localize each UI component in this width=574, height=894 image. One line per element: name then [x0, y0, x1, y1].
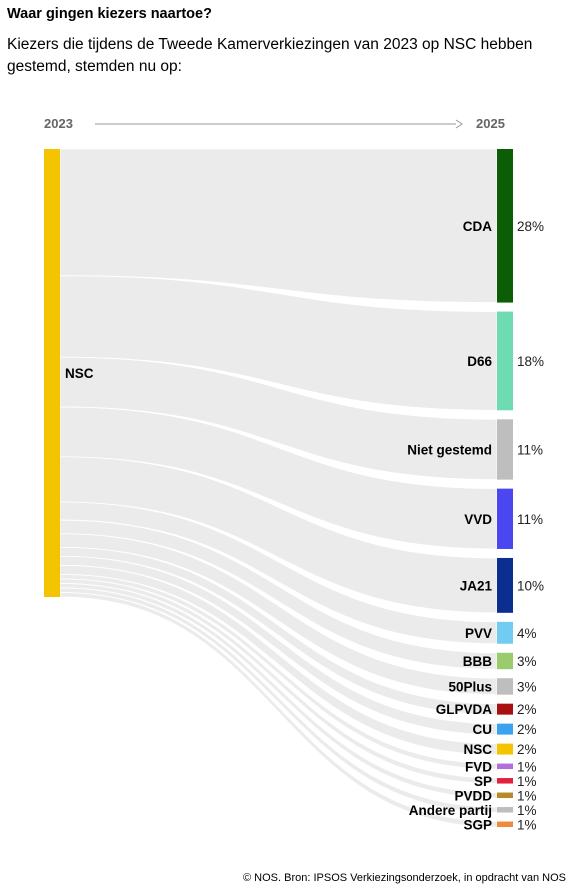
- target-node-niet-gestemd-2: [497, 419, 513, 480]
- target-value-ja21-4: 10%: [517, 578, 544, 593]
- flow-nsc-10: [59, 564, 498, 755]
- source-node-nsc: [44, 149, 60, 597]
- flow-vvd-3: [59, 406, 498, 550]
- chart-title: Waar gingen kiezers naartoe?: [7, 6, 212, 22]
- target-label-glpvda-8: GLPVDA: [436, 702, 493, 717]
- target-label-fvd-11: FVD: [465, 759, 492, 774]
- target-node-glpvda-8: [497, 703, 513, 715]
- target-node-sgp-15: [497, 821, 513, 827]
- target-label-50plus-7: 50Plus: [448, 679, 492, 694]
- target-node-cda-0: [497, 149, 513, 303]
- target-value-nsc-10: 2%: [517, 742, 537, 757]
- target-node-d66-1: [497, 311, 513, 411]
- target-value-niet-gestemd-2: 11%: [517, 442, 543, 457]
- target-label-andere-partij-14: Andere partij: [409, 803, 492, 818]
- target-node-nsc-10: [497, 743, 513, 755]
- flow-50plus-7: [59, 533, 498, 696]
- target-label-bbb-6: BBB: [463, 654, 492, 669]
- chart-subtitle: Kiezers die tijdens de Tweede Kamerverki…: [7, 36, 533, 75]
- target-label-ja21-4: JA21: [460, 578, 493, 593]
- target-value-50plus-7: 3%: [517, 679, 537, 694]
- target-value-bbb-6: 3%: [517, 654, 537, 669]
- sankey-chart: 2023 2025 CDA 28% D66 18% Niet gestemd 11% VVD…: [44, 116, 544, 832]
- target-value-cu-9: 2%: [517, 722, 537, 737]
- target-node-ja21-4: [497, 557, 513, 613]
- target-value-vvd-3: 11%: [517, 512, 543, 527]
- flow-pvv-5: [59, 501, 498, 645]
- target-node-bbb-6: [497, 652, 513, 670]
- target-value-cda-0: 28%: [517, 219, 544, 234]
- target-label-pvdd-13: PVDD: [454, 788, 492, 803]
- target-value-d66-1: 18%: [517, 354, 544, 369]
- target-label-cu-9: CU: [473, 722, 493, 737]
- target-label-niet-gestemd-2: Niet gestemd: [407, 442, 492, 457]
- target-node-50plus-7: [497, 678, 513, 695]
- target-label-vvd-3: VVD: [464, 512, 492, 527]
- target-value-pvdd-13: 1%: [517, 788, 537, 803]
- target-value-glpvda-8: 2%: [517, 702, 537, 717]
- target-label-sp-12: SP: [474, 774, 492, 789]
- target-value-sp-12: 1%: [517, 774, 537, 789]
- flow-fvd-11: [59, 573, 498, 770]
- target-node-pvdd-13: [497, 792, 513, 799]
- target-label-cda-0: CDA: [463, 219, 492, 234]
- target-value-andere-partij-14: 1%: [517, 803, 537, 818]
- target-label-d66-1: D66: [467, 354, 492, 369]
- target-value-sgp-15: 1%: [517, 817, 537, 832]
- target-label-pvv-5: PVV: [465, 626, 492, 641]
- flow-d66-1: [59, 275, 498, 411]
- target-node-cu-9: [497, 723, 513, 735]
- target-value-fvd-11: 1%: [517, 759, 537, 774]
- target-node-fvd-11: [497, 763, 513, 770]
- target-node-sp-12: [497, 778, 513, 784]
- target-node-andere-partij-14: [497, 807, 513, 813]
- target-node-pvv-5: [497, 621, 513, 644]
- source-note: © NOS. Bron: IPSOS Verkiezingsonderzoek,…: [243, 872, 566, 884]
- end-year-label: 2025: [476, 116, 505, 131]
- target-label-sgp-15: SGP: [463, 817, 492, 832]
- start-year-label: 2023: [44, 116, 73, 131]
- target-label-nsc-10: NSC: [463, 742, 492, 757]
- target-node-vvd-3: [497, 488, 513, 549]
- source-label: NSC: [65, 366, 94, 381]
- target-value-pvv-5: 4%: [517, 626, 537, 641]
- flow-cda-0: [59, 148, 498, 303]
